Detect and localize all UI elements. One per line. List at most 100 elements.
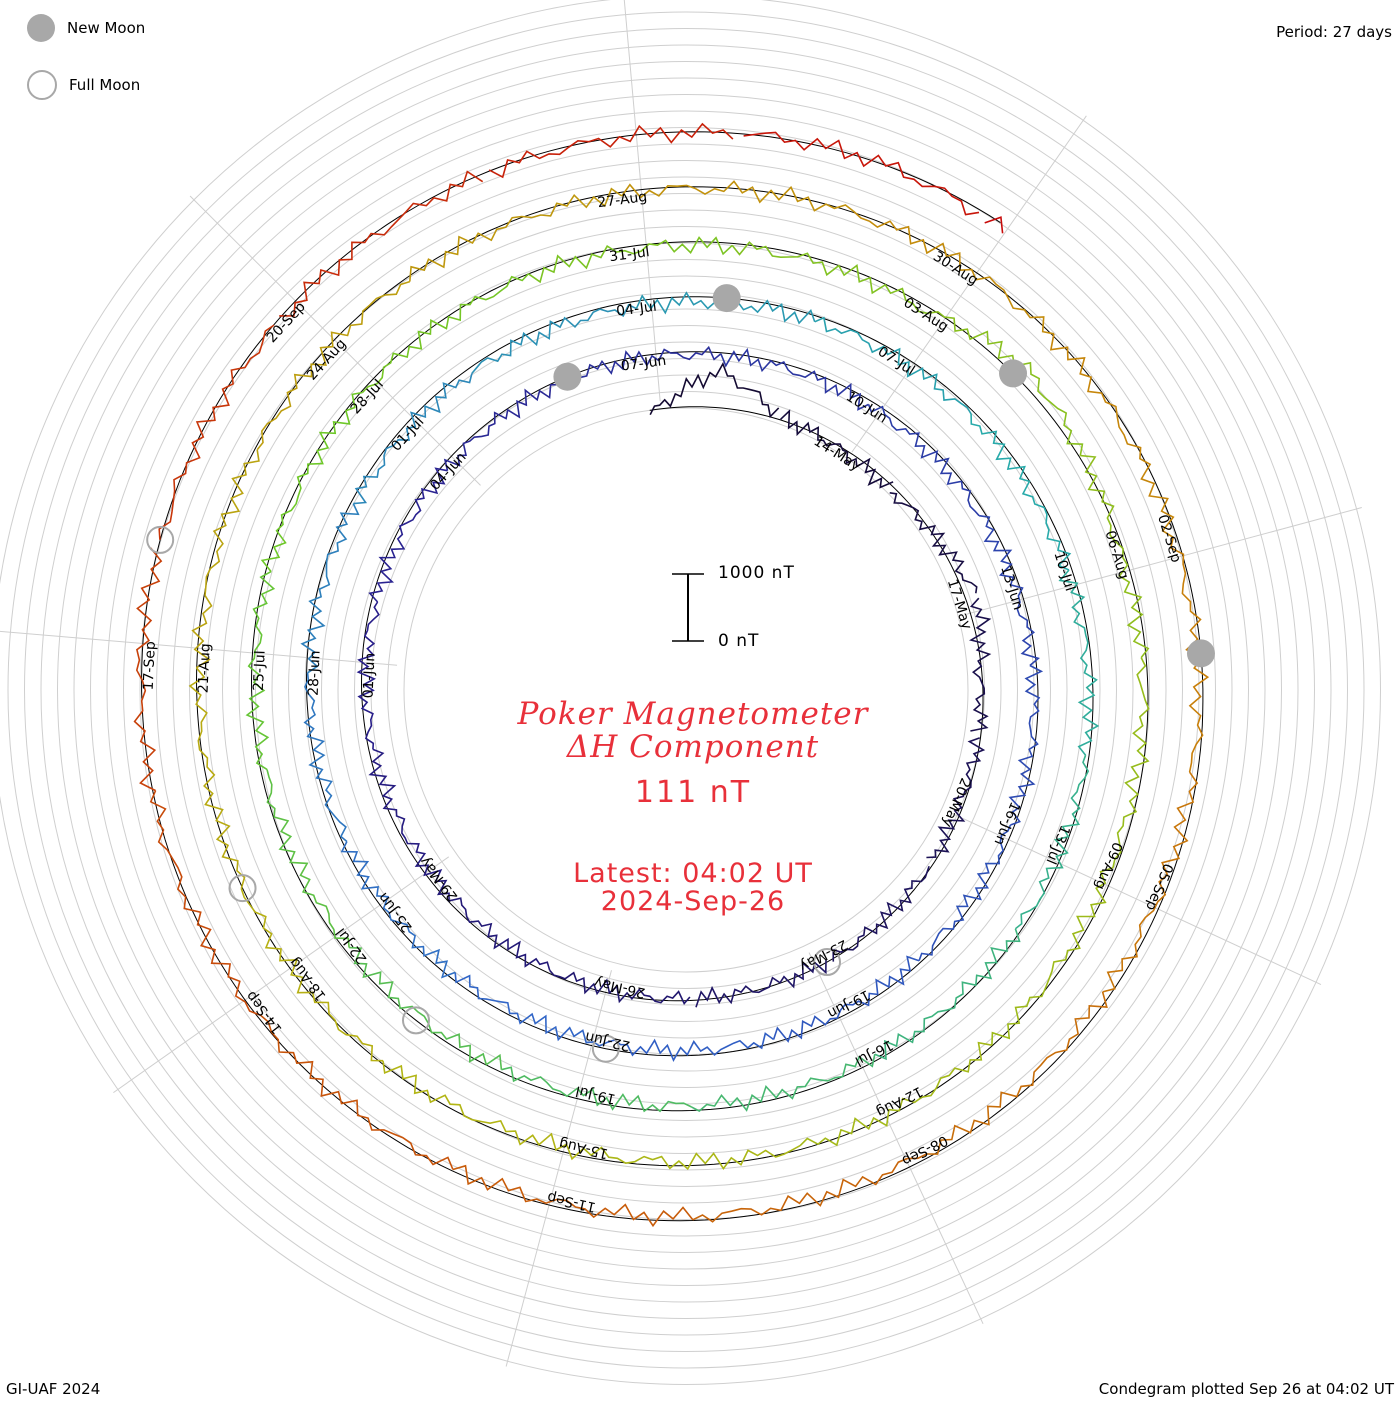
data-trace-segment: [799, 1041, 993, 1147]
grid-rings: [0, 0, 1381, 1385]
tick-label: 25-Jul: [251, 650, 269, 691]
data-trace-segment: [852, 210, 1055, 335]
data-trace-segment: [1014, 754, 1090, 930]
grid-ring: [24, 28, 1348, 1352]
chart-subtitle: ΔH Component: [566, 729, 820, 765]
legend-new-moon-label: New Moon: [67, 19, 146, 37]
moon-markers: [146, 284, 1215, 1063]
tick-label: 03-Aug: [900, 295, 951, 335]
data-trace-segment: [409, 187, 623, 282]
latest-date: 2024-Sep-26: [600, 886, 786, 917]
grid-ring: [40, 44, 1332, 1336]
tick-label: 01-Jun: [361, 652, 379, 698]
full-moon-marker: [813, 948, 842, 977]
grid-ring: [238, 242, 1134, 1138]
data-trace-segment: [349, 946, 503, 1070]
full-moon-marker: [146, 525, 175, 554]
data-trace-segment: [452, 1164, 694, 1228]
tick-label: 14-May: [811, 433, 863, 474]
grid-ring: [189, 193, 1183, 1187]
grid-spoke: [851, 115, 1087, 453]
tick-label: 06-Aug: [1101, 529, 1131, 581]
scale-bar: [672, 573, 704, 642]
data-trace-segment: [471, 303, 637, 374]
tick-label: 27-Aug: [597, 189, 649, 211]
grid-ring: [0, 0, 1381, 1385]
tick-label: 24-Aug: [304, 336, 350, 384]
data-trace-segment: [692, 1153, 927, 1223]
data-trace-segment: [926, 991, 1108, 1155]
tick-label: 14-Sep: [243, 988, 286, 1037]
data-trace-segment: [368, 467, 448, 603]
tick-label: 17-May: [944, 577, 975, 631]
data-trace-segment: [814, 316, 972, 415]
tick-label: 31-Jul: [608, 244, 650, 265]
grid-ring: [139, 143, 1233, 1237]
data-trace-segment: [191, 449, 260, 669]
data-trace-segment: [874, 928, 1021, 1061]
tick-label: 22-Jun: [584, 1028, 632, 1054]
data-trace-segment: [488, 122, 734, 179]
data-trace-segment: [889, 492, 978, 594]
data-trace-segment: [454, 972, 608, 1047]
data-trace-segment: [991, 866, 1114, 1046]
tick-label: 19-Jul: [574, 1082, 617, 1106]
tick-label: 22-Jul: [333, 925, 370, 967]
data-trace-segment: [1058, 569, 1100, 756]
grid-ring: [403, 407, 969, 973]
data-trace-segment: [832, 865, 930, 962]
tick-label: 07-Jul: [875, 344, 918, 379]
grid-ring: [73, 77, 1299, 1303]
grid-ring: [205, 209, 1167, 1171]
data-trace-segment: [1008, 664, 1044, 826]
tick-label: 04-Jun: [427, 449, 470, 493]
data-trace-segment: [303, 672, 348, 843]
tick-label: 23-May: [797, 936, 850, 974]
grid-ring: [172, 176, 1200, 1204]
data-trace: [133, 122, 1210, 1228]
data-trace-segment: [1112, 657, 1150, 868]
grid-spoke: [189, 195, 481, 486]
tick-label: 16-Jul: [852, 1036, 895, 1069]
data-trace-segment: [279, 170, 484, 317]
latest-time: Latest: 04:02 UT: [573, 858, 813, 889]
data-trace-segment: [245, 570, 276, 771]
data-trace-segment: [695, 960, 827, 1008]
grid-spokes: [0, 0, 1362, 1367]
data-trace-segment: [743, 131, 980, 216]
data-trace-segment: [926, 737, 986, 859]
grid-ring: [57, 61, 1315, 1319]
full-moon-icon: [27, 70, 57, 100]
grid-spoke: [0, 630, 398, 666]
data-trace-segment: [340, 841, 456, 979]
full-moon-marker: [228, 874, 257, 903]
data-trace-segment: [240, 888, 384, 1062]
new-moon-marker: [553, 362, 582, 391]
data-trace-segment: [527, 236, 733, 284]
data-trace-segment: [133, 547, 163, 792]
grid-ring: [370, 374, 1002, 1006]
data-trace-segment: [649, 362, 780, 419]
data-trace-segment: [368, 748, 443, 882]
current-value: 111 nT: [634, 775, 752, 810]
tick-label: 07-Jun: [620, 353, 667, 375]
grid-ring: [7, 11, 1365, 1369]
data-trace-segment: [549, 969, 691, 1005]
grid-ring: [106, 110, 1266, 1270]
footer-label: Condegram plotted Sep 26 at 04:02 UT: [1098, 1380, 1394, 1398]
tick-label: 26-May: [593, 974, 647, 1001]
data-trace-segment: [1102, 771, 1199, 993]
tick-label: 10-Jul: [1050, 550, 1077, 593]
data-trace-segment: [978, 514, 1040, 667]
data-trace-segment: [607, 1032, 775, 1063]
grid-ring: [304, 308, 1068, 1072]
tick-label: 17-Sep: [141, 641, 159, 691]
data-trace-segment: [188, 667, 246, 889]
data-trace-segment: [969, 597, 992, 732]
data-trace-segment: [300, 503, 360, 674]
data-trace-segment: [260, 391, 363, 573]
data-trace-segment: [443, 375, 569, 471]
data-trace-segment: [621, 180, 854, 212]
data-trace-segment: [158, 324, 275, 540]
